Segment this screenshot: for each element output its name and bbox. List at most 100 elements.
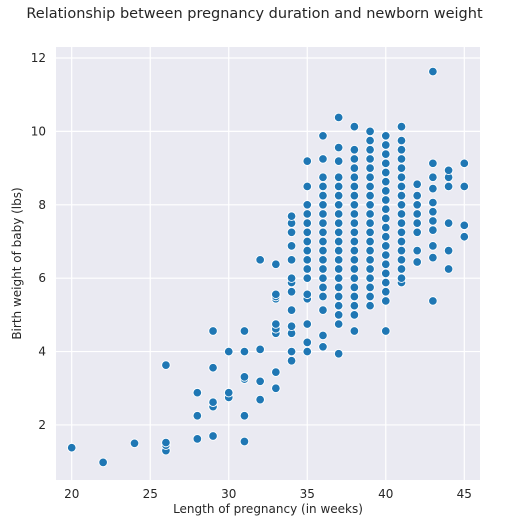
data-point [318,227,328,238]
data-point [239,372,250,382]
data-point [255,255,265,265]
data-point [428,158,438,169]
data-point [412,209,422,219]
data-point [428,241,438,251]
data-point [428,197,438,208]
data-point [365,190,375,201]
data-point [239,326,250,336]
data-point [349,227,360,238]
data-point [381,231,391,242]
data-point [349,245,360,256]
data-point [381,259,391,269]
data-point [318,245,328,256]
y-tick-label: 6 [38,271,46,285]
data-point [381,241,391,251]
data-point [428,216,438,226]
gridlines [56,47,480,480]
data-point [318,291,328,302]
data-point [302,346,313,357]
data-point [396,181,407,192]
data-point [255,394,265,405]
data-point [428,296,438,306]
data-point [223,387,234,398]
data-point [318,154,328,164]
data-point [428,207,438,217]
data-point [365,291,375,302]
data-point [365,181,375,192]
data-point [302,245,313,256]
data-point [333,218,344,228]
data-point [333,227,344,238]
data-point [318,181,328,192]
data-point [286,355,297,366]
data-point [286,321,297,331]
data-point [302,273,313,283]
data-point [333,255,344,265]
data-point [365,126,375,137]
data-point [286,211,297,221]
data-point [333,245,344,256]
data-point [396,135,407,146]
data-point [333,112,344,123]
data-point [381,195,391,205]
data-point [286,346,297,357]
data-point [396,163,407,173]
data-point [365,300,375,311]
data-point [381,158,391,169]
data-point [459,231,470,242]
x-tick-label: 20 [64,487,79,501]
data-point [396,200,407,210]
data-point [349,209,360,219]
data-point [318,305,328,315]
plot-area [56,47,480,480]
data-point [459,220,470,231]
data-point [396,255,407,265]
data-points [66,66,470,468]
data-point [381,296,391,306]
data-point [349,163,360,173]
data-point [333,209,344,219]
data-point [255,376,265,387]
data-point [381,204,391,214]
data-point [459,181,470,192]
data-point [333,300,344,311]
data-point [286,287,297,297]
data-point [286,227,297,238]
data-point [333,181,344,192]
data-point [333,200,344,210]
data-point [396,154,407,164]
x-tick-label: 45 [457,487,472,501]
data-point [349,218,360,228]
data-point [302,236,313,247]
data-point [349,310,360,320]
data-point [208,326,218,336]
data-point [271,367,281,377]
data-point [412,227,422,238]
data-point [318,330,328,341]
data-point [333,156,344,166]
data-point [349,326,360,336]
data-point [381,140,391,150]
data-point [381,222,391,233]
data-point [443,245,454,256]
data-point [318,264,328,274]
data-point [365,282,375,293]
data-point [381,176,391,187]
data-point [349,144,360,155]
data-point [365,200,375,210]
data-point [302,218,313,228]
data-point [192,434,203,444]
data-point [271,259,281,269]
data-point [98,457,108,468]
data-point [412,218,422,228]
data-point [349,200,360,210]
data-point [349,181,360,192]
data-point [318,131,328,141]
data-point [381,167,391,178]
x-tick-label: 30 [221,487,236,501]
data-point [396,144,407,155]
data-point [286,305,297,315]
data-point [365,144,375,155]
data-point [318,200,328,210]
